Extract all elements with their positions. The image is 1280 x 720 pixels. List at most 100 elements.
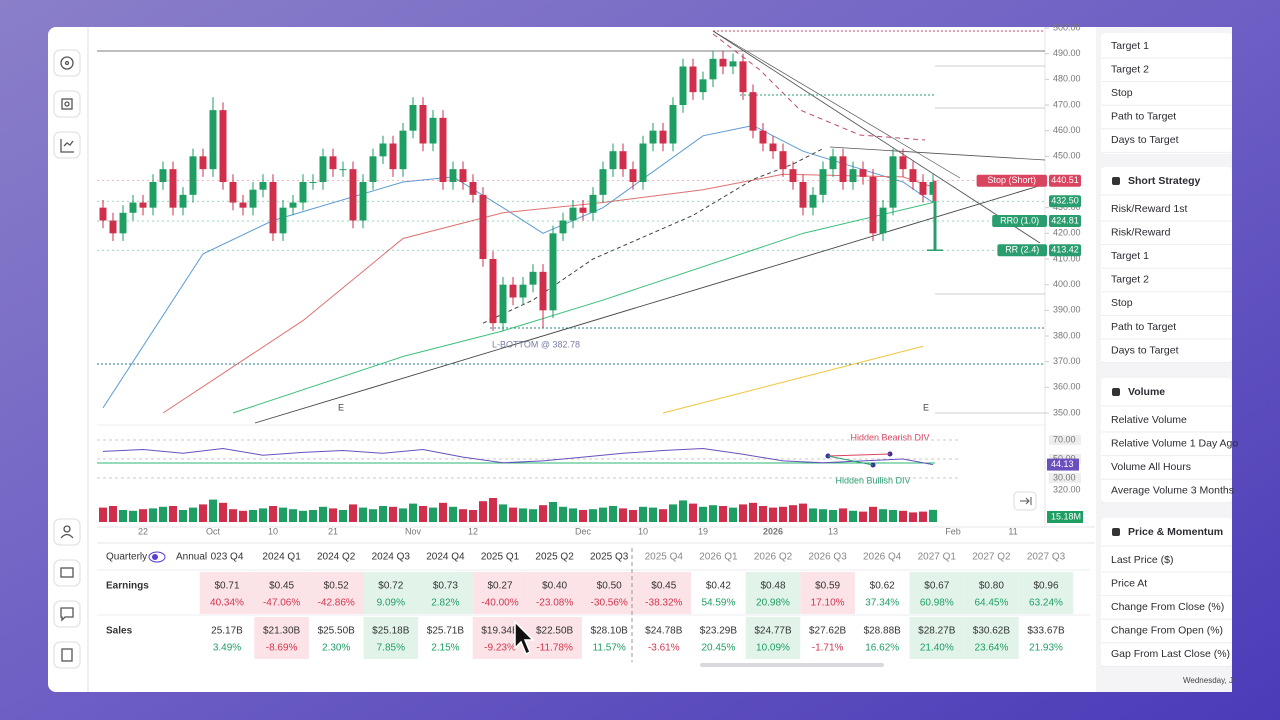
candle-body [929,182,937,195]
period-label: 2027 Q3 [1027,552,1066,563]
rsi-tick-label: 70.00 [1053,434,1076,444]
cell-change: 21.93% [1029,643,1063,654]
cell-value: $0.27 [487,581,512,592]
cell-change: 64.45% [974,598,1008,609]
price-tag [1049,174,1081,187]
volume-bar [529,509,537,522]
cell-value: $24.78B [645,626,683,637]
sidebar-item: Gap From Last Close (%) [1111,648,1230,660]
cell-highlight [964,617,1019,659]
sidebar-item: Price At [1111,577,1147,589]
candle-body [839,156,847,182]
tool-button[interactable] [53,518,81,546]
cell-change: 60.98% [920,598,954,609]
candle-body [659,130,667,144]
price-tag [1049,214,1081,227]
candle-body [549,233,557,311]
sidebar-item: Target 2 [1111,274,1149,286]
cell-change: 11.57% [593,643,626,654]
candle-body [109,220,117,234]
section-icon [1112,528,1120,536]
volume-bar [299,510,307,522]
y-tick-label: 480.00 [1053,74,1081,84]
period-label: 2026 Q1 [699,552,738,563]
volume-bar [289,509,297,522]
candle-body [609,151,617,170]
x-tick-label: 22 [138,526,148,536]
candle-body [799,182,807,208]
cell-highlight [800,572,855,614]
cell-value: $0.71 [214,581,239,592]
cell-value: $28.10B [591,626,629,637]
cell-change: 2.82% [431,598,459,609]
price-tag-name-box [976,174,1047,187]
volume-bar [469,510,477,522]
volume-value-box [1047,511,1083,523]
candle-body [219,110,227,182]
sidebar-item: Change From Close (%) [1111,601,1224,613]
cell-change: -47.06% [263,598,300,609]
cell-value: $0.62 [870,581,895,592]
volume-bar [339,510,347,522]
volume-bar [359,507,367,522]
period-label: 023 Q4 [211,552,244,563]
cell-highlight [363,572,419,614]
x-tick-label: 2026 [763,526,783,536]
cell-value: $0.59 [815,581,840,592]
y-tick-label: 490.00 [1053,48,1081,58]
cell-change: 2.30% [322,643,350,654]
volume-bar [259,508,267,522]
volume-bar [309,510,317,522]
cell-change: -3.61% [648,643,680,654]
volume-bar [209,499,217,522]
candle-body [469,182,477,195]
annotation: Hidden Bullish DIV [835,475,910,485]
price-tag-name: Stop (Short) [988,175,1037,185]
annotation: E [923,402,929,412]
cell-value: $0.45 [269,581,294,592]
annotation: E [338,402,344,412]
cell-change: -38.32% [645,598,682,609]
candle-body [319,156,327,182]
volume-bar [809,508,817,522]
tool-button[interactable] [53,641,81,669]
sidebar-card [1101,33,1232,154]
candle-body [559,220,567,234]
cell-highlight [581,572,637,614]
volume-bar [569,508,577,522]
volume-bar [849,510,857,522]
volume-bar [399,508,407,522]
volume-bar [649,507,657,522]
x-tick-label: 10 [638,526,648,536]
cell-highlight [199,572,255,614]
period-label: 2027 Q1 [918,552,957,563]
sidebar-item: Stop [1111,297,1133,309]
price-tag [1049,244,1081,257]
candle-body [199,156,207,170]
tool-button[interactable] [53,600,81,628]
cell-value: $0.67 [924,581,949,592]
candle-body [679,66,687,105]
tool-button[interactable] [53,49,81,77]
candle-body [619,151,627,170]
tool-button[interactable] [53,131,81,159]
sidebar-item: Volume All Hours [1111,461,1191,473]
volume-bar [499,504,507,522]
x-tick-label: Nov [405,526,422,536]
mouse-cursor [514,620,535,656]
tool-button[interactable] [53,90,81,118]
candle-body [909,169,917,182]
cell-highlight [636,572,692,614]
price-tag-name: RR0 (1.0) [1000,215,1039,225]
sidebar-card [1101,378,1232,503]
cell-change: 63.24% [1029,598,1063,609]
candle-body [499,284,507,324]
candle-body [399,130,407,170]
candle-body [629,169,637,182]
volume-bar [779,506,787,522]
tool-button[interactable] [53,559,81,587]
annotation: L-BOTTOM @ 382.78 [492,339,580,349]
sidebar-card [1101,518,1232,666]
volume-bar [249,510,257,522]
volume-bar [709,505,717,522]
